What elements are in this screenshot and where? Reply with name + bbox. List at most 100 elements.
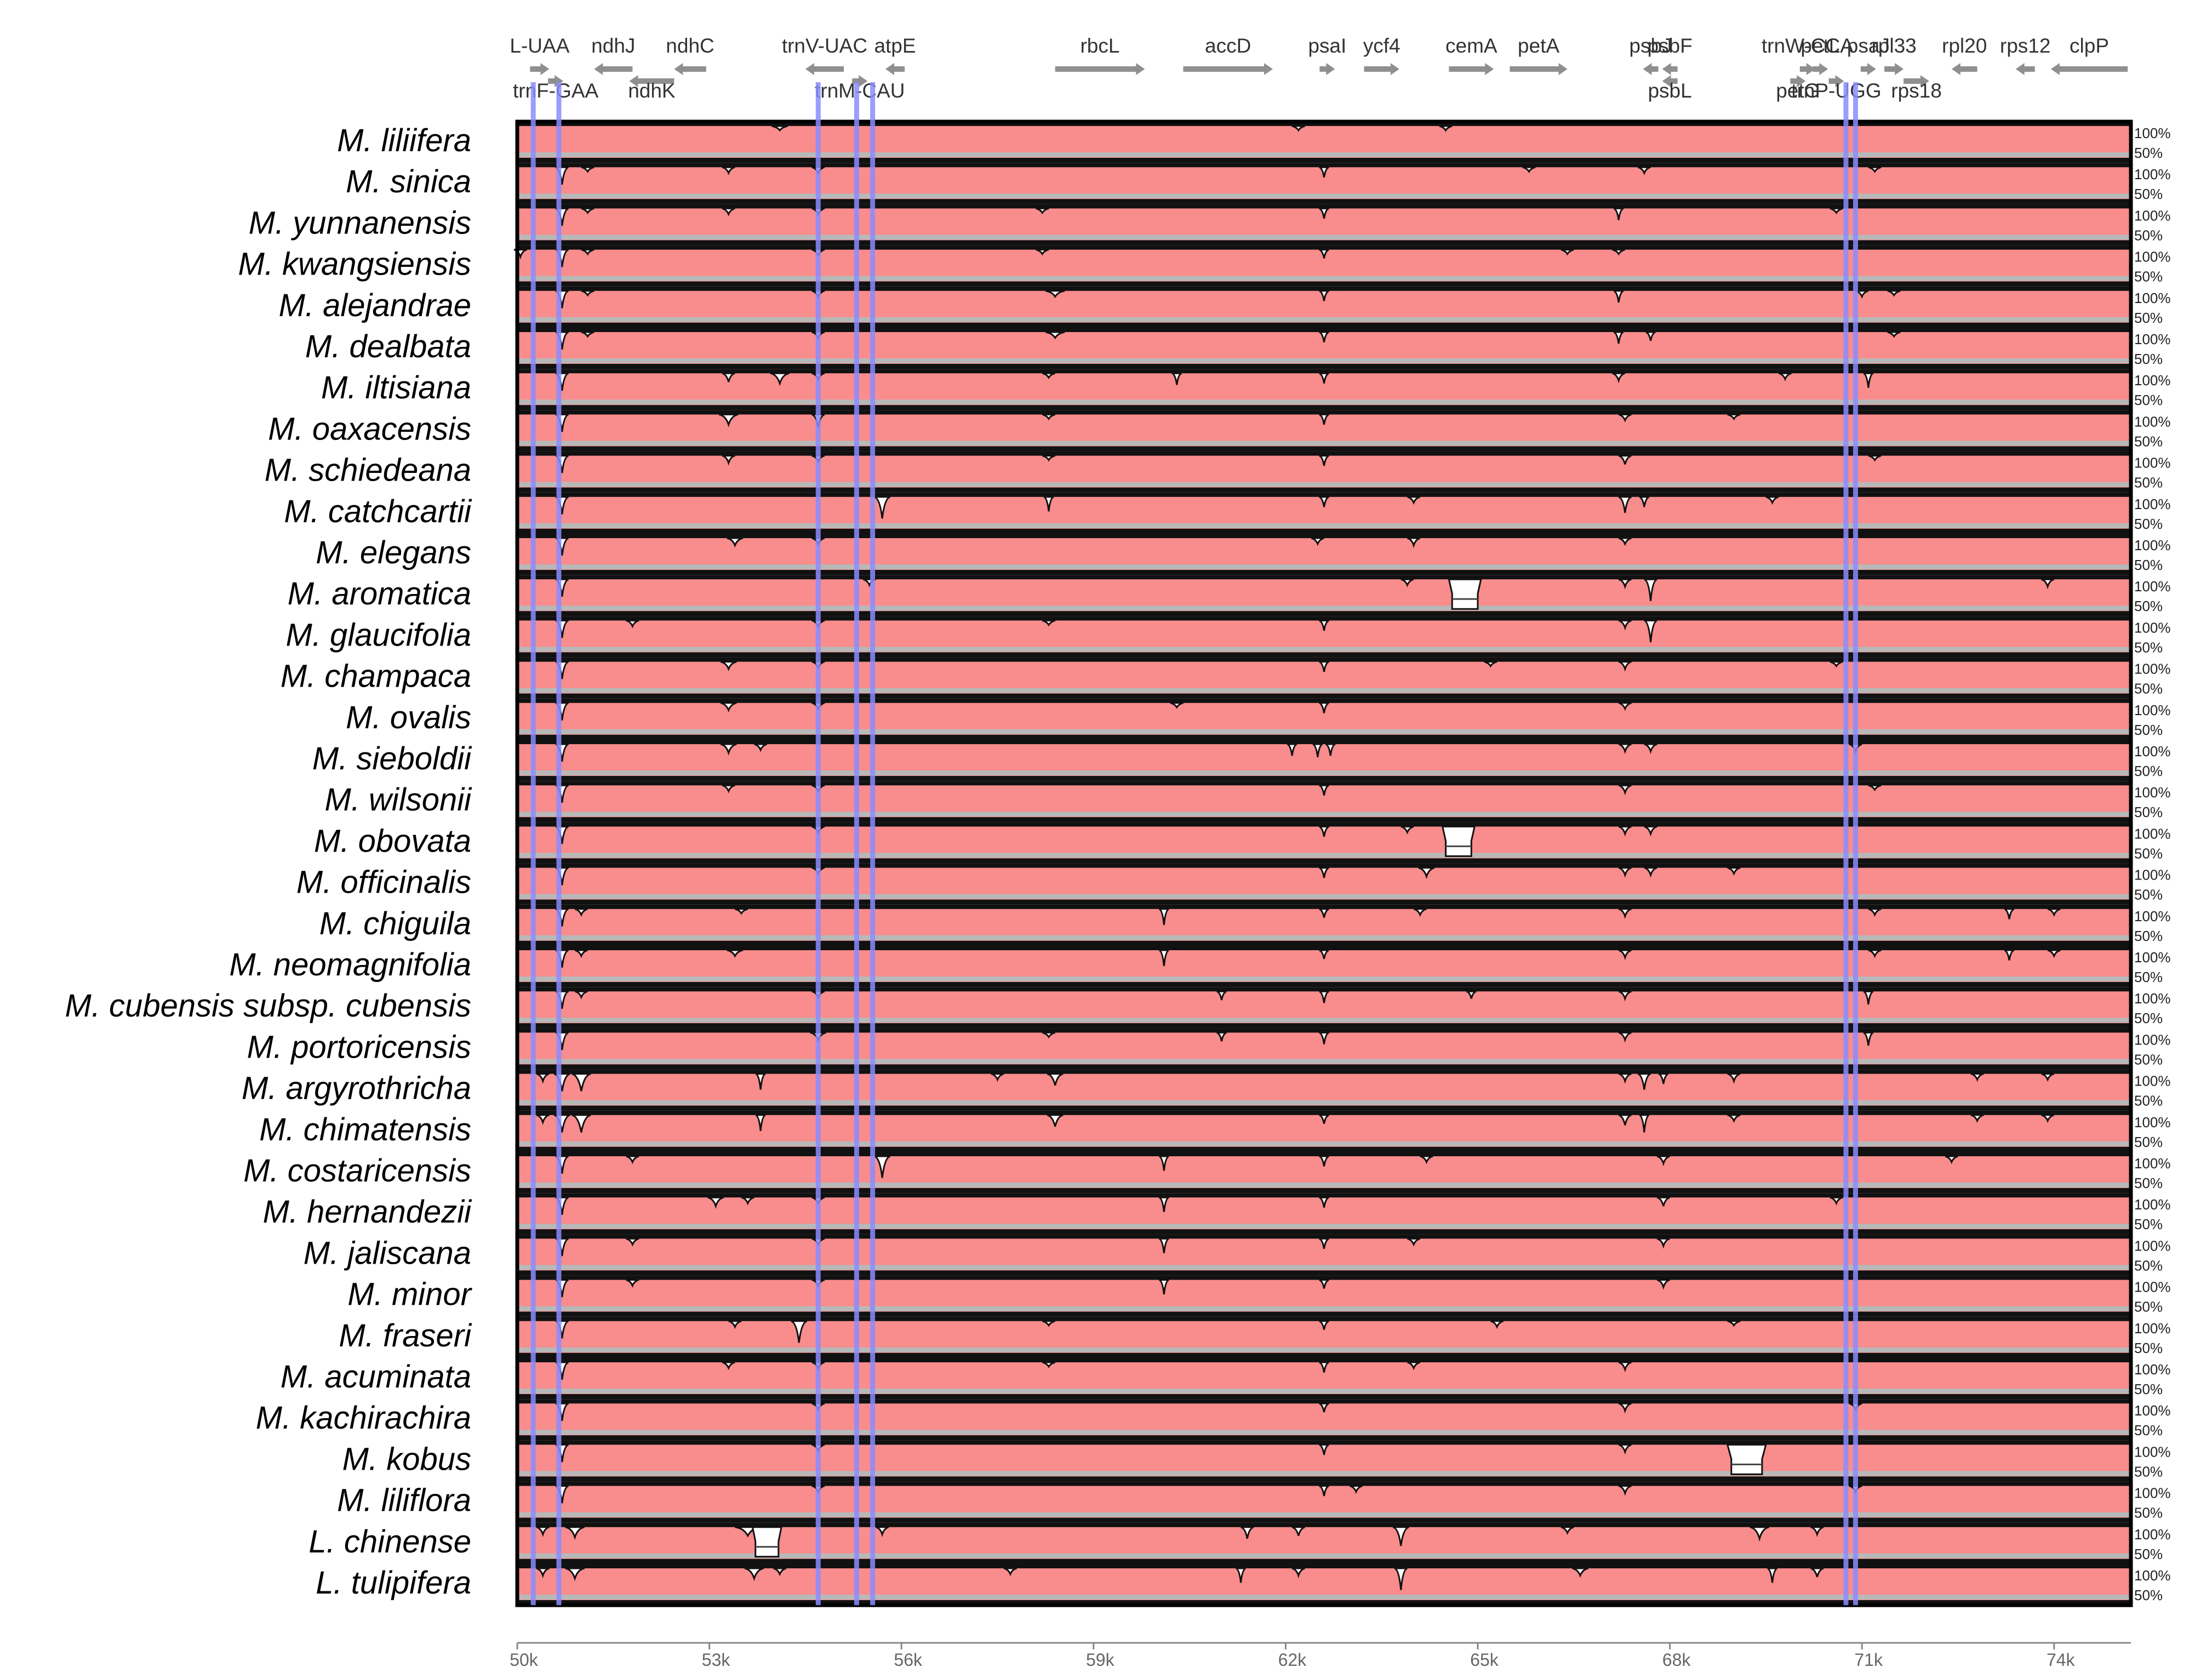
conservation-dip [1863,372,1874,388]
gene-label: trnF-GAA [513,79,599,102]
conservation-dip [1778,372,1792,381]
gene-l-uaa: L-UAA [510,35,570,75]
conservation-dip [1618,1073,1632,1084]
track-baseline [517,1430,2131,1435]
percent-100-label: 100% [2134,1031,2171,1048]
conservation-dip [1319,1443,1329,1455]
position-axis: 50k 53k 56k 59k 62k 65k 68k 71k 74k [510,1642,2131,1670]
percent-50-label: 50% [2134,1175,2163,1191]
track-m-kachirachira: 100% 50% [517,1399,2171,1441]
percent-100-label: 100% [2134,949,2171,966]
conservation-dip [1618,537,1632,546]
track-m-jaliscana: 100% 50% [517,1234,2171,1276]
conservation-dip [1810,1567,1824,1578]
track-baseline [517,894,2131,899]
track-baseline [517,935,2131,940]
percent-50-label: 50% [2134,1257,2163,1274]
conservation-dip [1522,166,1536,174]
conservation-dip [1291,1567,1305,1579]
species-label-m-minor: M. minor [347,1277,472,1312]
conservation-dip [1312,743,1323,757]
conservation-dip [626,1237,639,1247]
conservation-dip [1319,1320,1329,1330]
percent-100-label: 100% [2134,825,2171,842]
track-baseline [517,399,2131,405]
gene-arrow [805,63,844,75]
conservation-dip [1644,743,1657,755]
percent-50-label: 50% [2134,969,2163,985]
conservation-dip [1970,1114,1984,1123]
percent-50-label: 50% [2134,475,2163,491]
track-l-tulipifera: 100% 50% [517,1564,2171,1606]
track-baseline [517,358,2131,363]
percent-100-label: 100% [2134,1443,2171,1460]
conservation-dip [571,1114,591,1133]
track-m-schiedeana: 100% 50% [517,451,2171,493]
track-baseline [517,1512,2131,1517]
conservation-dip [1407,1361,1421,1371]
species-label-m-fraseri: M. fraseri [339,1318,472,1354]
gene-cema: cemA [1445,35,1497,75]
gene-arrow [2015,63,2035,75]
species-label-m-officinalis: M. officinalis [296,865,471,900]
species-label-m-catchcartii: M. catchcartii [284,494,472,529]
track-m-fraseri: 100% 50% [517,1316,2171,1358]
track-m-elegans: 100% 50% [517,534,2171,575]
gene-label: psaI [1308,35,1346,57]
conservation-dip [1863,990,1874,1005]
gene-psaj: psaJ [1847,35,1890,75]
conservation-dip [1319,619,1329,631]
gene-arrow [1449,63,1494,75]
conservation-dip [755,1114,766,1131]
conservation-dip [771,125,788,132]
conservation-dip [1618,578,1632,590]
gene-annotation-header: L-UAA trnF-GAA ndhJ ndhK ndhC trnV-UAC trnM-CA… [510,35,2128,102]
conservation-dip [1887,331,1901,338]
conservation-dip [1613,331,1624,344]
track-m-champaca: 100% 50% [517,657,2171,699]
conservation-dip [565,1526,585,1540]
track-baseline [517,235,2131,240]
conservation-dip [770,372,790,386]
axis-tick-label: 50k [510,1650,539,1670]
percent-100-label: 100% [2134,413,2171,430]
gene-psbf: psbF [1647,35,1693,75]
percent-100-label: 100% [2134,578,2171,595]
species-label-m-oaxacensis: M. oaxacensis [268,411,471,447]
track-baseline [517,812,2131,817]
conservation-dip [1319,949,1329,960]
species-label-m-glaucifolia: M. glaucifolia [286,617,471,653]
conservation-dip [1618,1485,1632,1496]
gene-ndhj: ndhJ [591,35,635,75]
species-label-m-ovalis: M. ovalis [346,700,471,735]
conservation-dip [728,1320,742,1329]
percent-100-label: 100% [2134,743,2171,760]
gene-rbcl: rbcL [1055,35,1145,75]
conservation-dip [1042,1320,1056,1327]
conservation-dip [536,1114,550,1125]
gene-arrow [1813,63,1828,75]
conservation-dip [1618,619,1632,631]
conservation-dip [722,166,735,175]
conservation-dip [1765,496,1779,505]
conservation-dip [2040,578,2055,590]
conservation-dip [1319,166,1329,178]
track-m-wilsonii: 100% 50% [517,781,2171,823]
conservation-dip [1401,578,1414,587]
conservation-dip [536,1526,550,1537]
gene-trnv-uac: trnV-UAC [782,35,867,75]
conservation-dip [1319,1279,1329,1289]
conservation-dip [1319,825,1329,837]
conservation-dip [1727,1114,1741,1123]
track-baseline [517,1389,2131,1394]
conservation-dip [581,331,595,338]
percent-100-label: 100% [2134,290,2171,306]
percent-50-label: 50% [2134,1216,2163,1232]
conservation-dip [1887,290,1901,297]
plot-frame [515,119,2133,1607]
track-baseline [517,1347,2131,1352]
conservation-dip [1319,1196,1329,1208]
conservation-dip [1319,1485,1329,1497]
gene-arrow [885,63,905,75]
gene-rps18: rps18 [1891,75,1942,102]
